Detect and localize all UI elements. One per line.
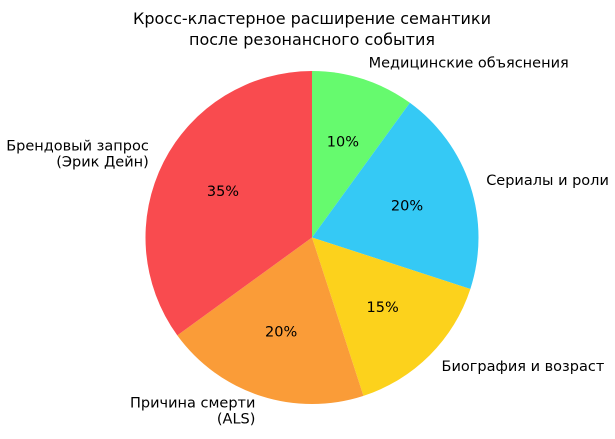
pie-slice-5 [145,71,312,336]
pie-slice-label-4: Причина смерти [130,396,255,412]
pie-slice-pct-2: 20% [391,199,423,215]
pie-slice-label-4: (ALS) [217,412,256,428]
pie-slice-label-5: (Эрик Дейн) [56,154,149,170]
pie-slice-pct-5: 35% [207,184,239,200]
pie-slice-label-5: Брендовый запрос [6,138,149,154]
pie-slice-3 [312,237,471,396]
pie-slice-pct-4: 20% [265,325,297,341]
pie-slice-2 [312,102,479,289]
pie-slice-4 [177,237,364,404]
pie-slice-pct-3: 15% [367,300,399,316]
pie-slice-label-1: Медицинские объяснения [369,55,569,71]
pie-slice-label-3: Биография и возраст [442,359,605,375]
pie-slice-1 [312,71,410,238]
pie-slice-label-2: Сериалы и роли [486,173,609,189]
pie-slice-pct-1: 10% [327,134,359,150]
chart-title: Кросс-кластерное расширение семантики по… [132,9,491,49]
